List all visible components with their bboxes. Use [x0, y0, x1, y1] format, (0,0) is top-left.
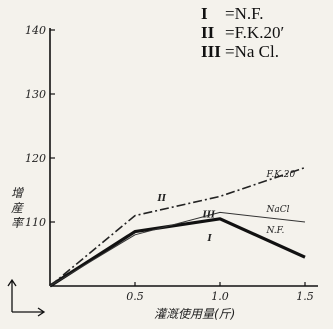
legend-text-3: =Na Cl.	[225, 42, 279, 61]
series-line-II	[49, 166, 306, 287]
legend-key-3: III	[201, 42, 221, 61]
x-tick-label-2: 1.5	[296, 290, 314, 303]
series-key-II: II	[157, 194, 167, 204]
series-end-label-I: N.F.	[266, 226, 285, 236]
y-tick-label-3: 130	[25, 88, 46, 101]
y-tick-label-2: 120	[25, 152, 46, 165]
legend-entry-1: I =N.F.	[201, 4, 329, 23]
y-tick-label-1: 110	[25, 216, 46, 229]
legend-text-1: =N.F.	[225, 4, 264, 23]
legend-entry-3: III =Na Cl.	[201, 42, 329, 61]
series-line-III	[49, 211, 306, 287]
x-axis-label: 灌漑使用量(斤)	[154, 307, 236, 321]
legend-key-2: II	[201, 23, 215, 42]
series-key-III: III	[202, 211, 216, 221]
series-line-I	[49, 217, 306, 288]
series-key-I: I	[207, 234, 213, 244]
x-tick-label-1: 1.0	[211, 290, 229, 303]
series-end-label-II: F.K.20	[266, 170, 296, 180]
x-tick-label-0: 0.5	[126, 290, 144, 303]
up-arrow-icon	[7, 278, 17, 312]
chart-legend: I =N.F. II =F.K.20′ III =Na Cl.	[201, 4, 329, 61]
legend-text-2: =F.K.20′	[225, 23, 285, 42]
y-tick-label-4: 140	[25, 24, 46, 37]
legend-entry-2: II =F.K.20′	[201, 23, 329, 42]
right-arrow-icon	[12, 307, 46, 317]
y-axis-label: 增産率	[10, 186, 23, 230]
series-end-label-III: NaCl	[266, 205, 290, 215]
legend-key-1: I	[201, 4, 208, 23]
